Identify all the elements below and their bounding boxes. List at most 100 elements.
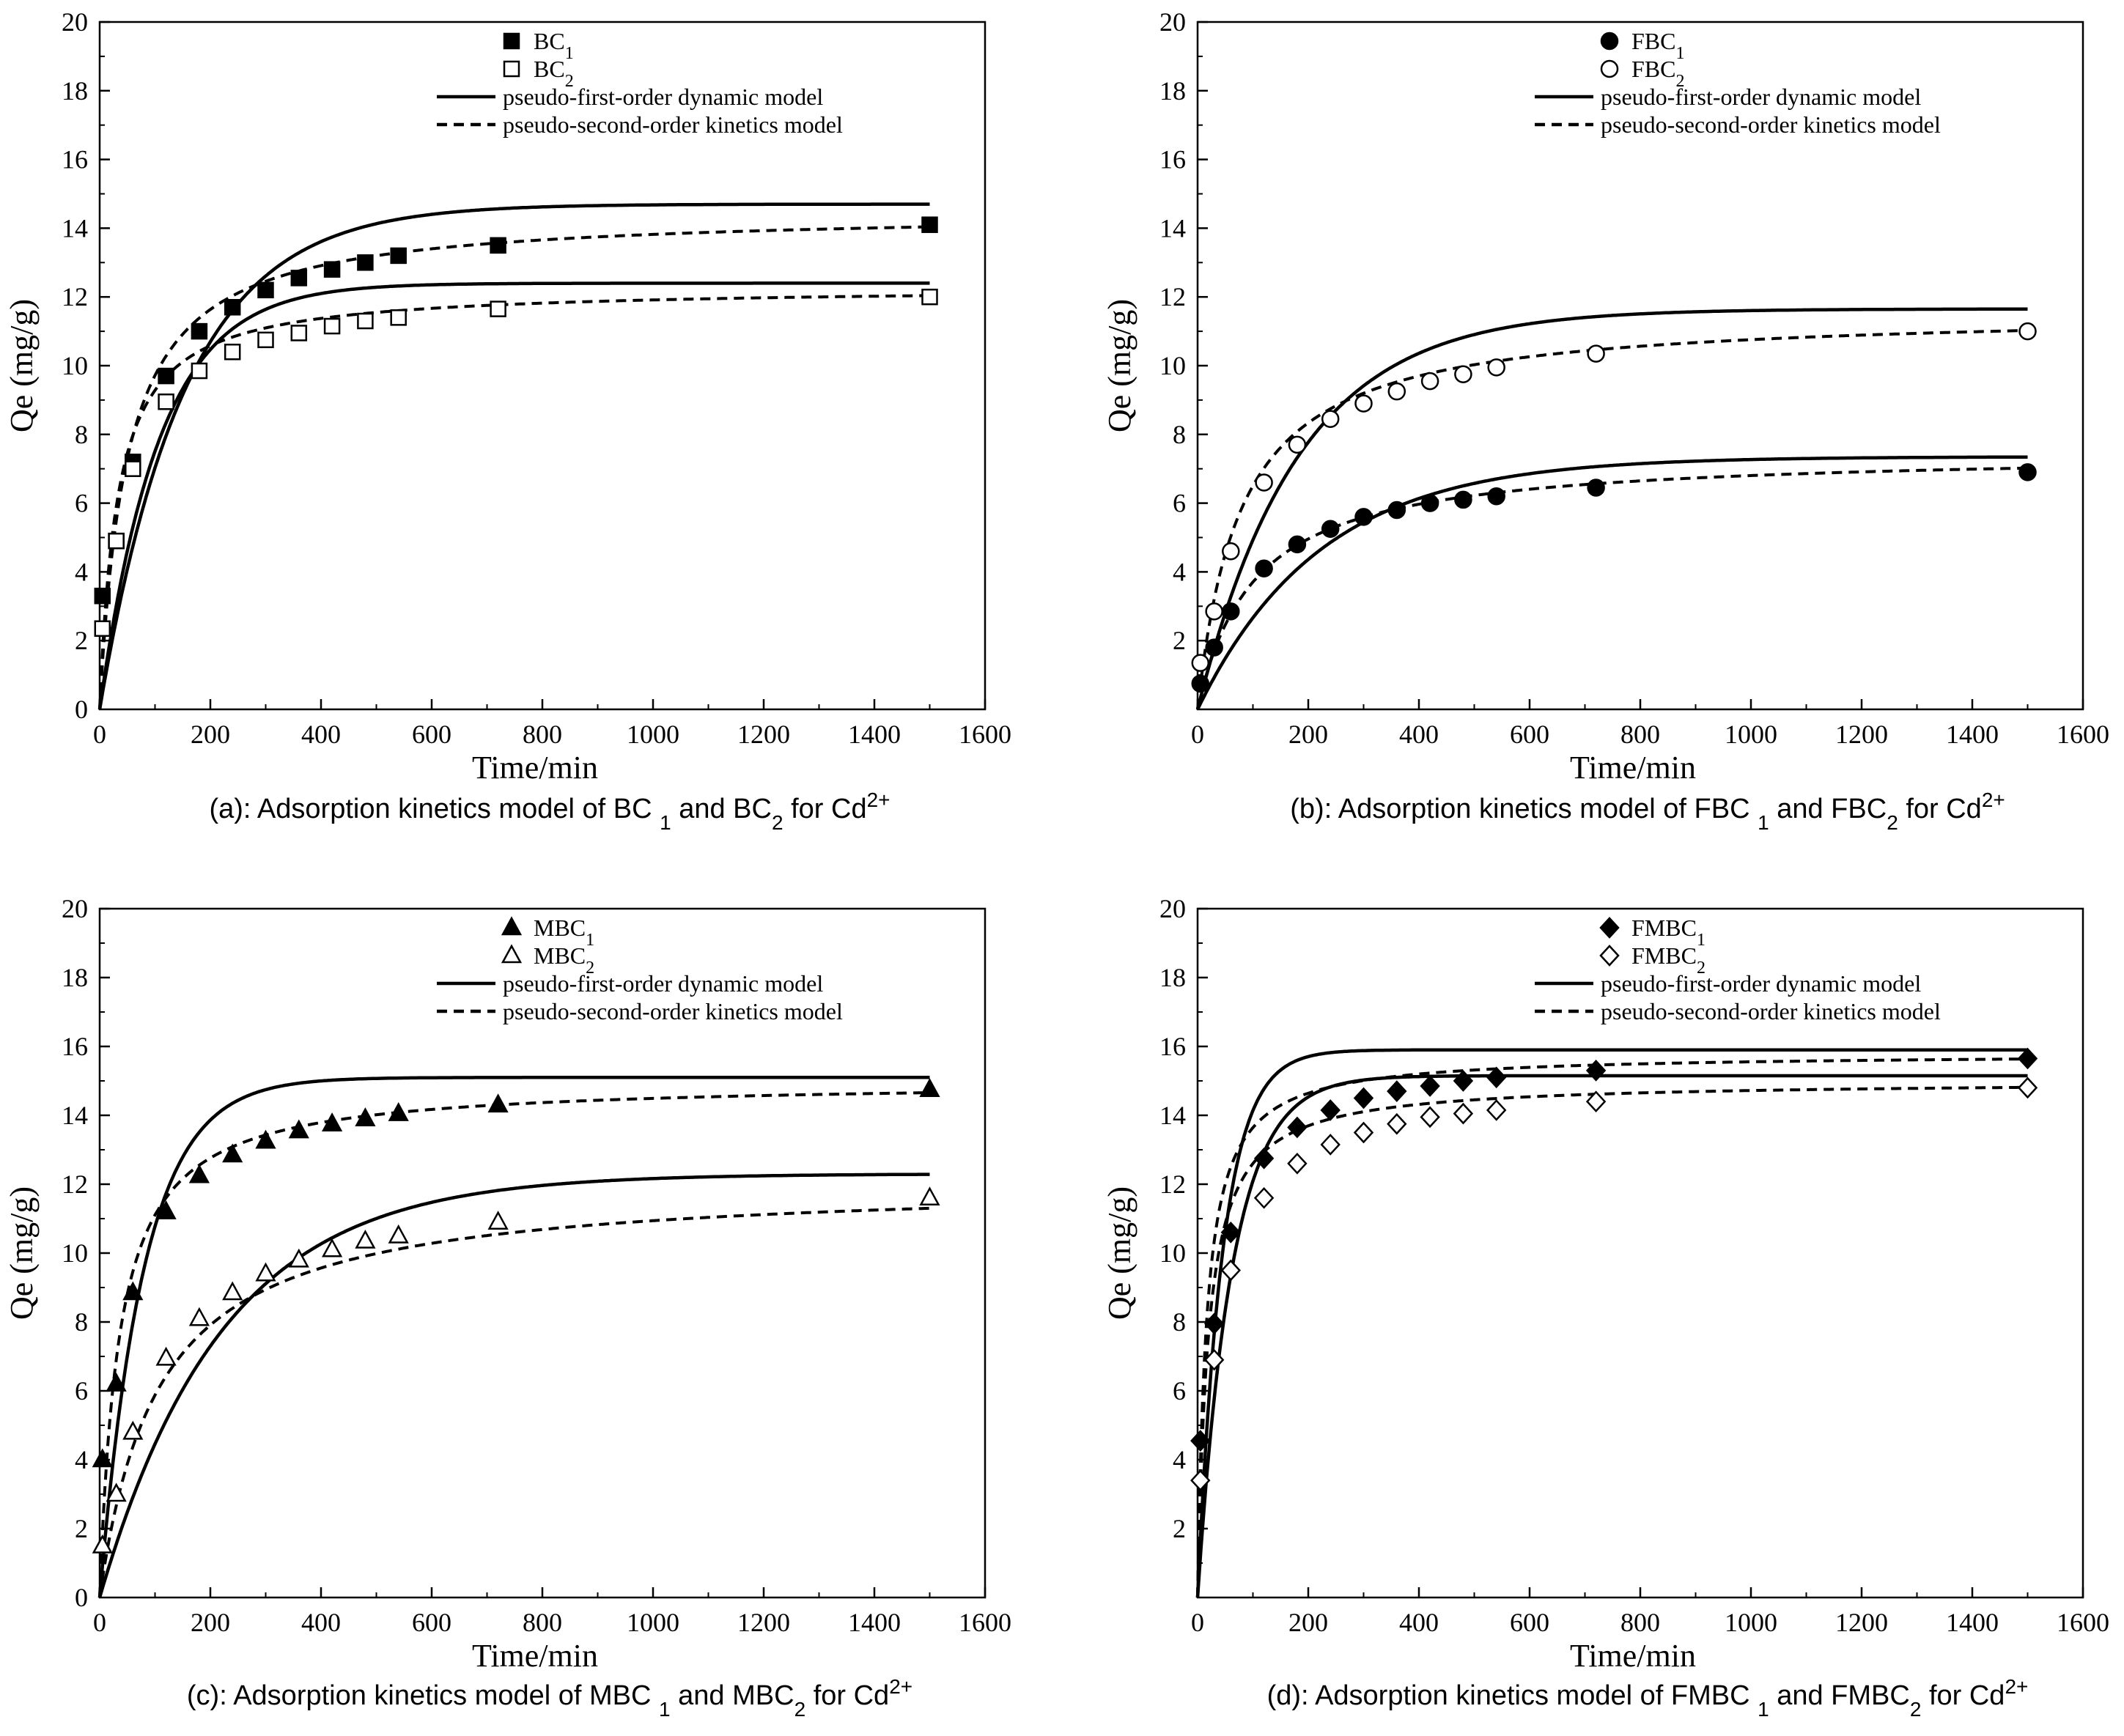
data-point-FBC1	[1387, 501, 1406, 520]
x-axis-label: Time/min	[472, 1638, 598, 1674]
y-tick-label: 16	[62, 145, 88, 174]
x-tick-label: 1200	[737, 720, 790, 749]
y-tick-label: 2	[1173, 626, 1186, 655]
data-point-BC2	[390, 309, 407, 326]
data-point-FBC1	[2018, 463, 2037, 481]
y-tick-label: 4	[1173, 557, 1186, 586]
data-point-FBC2	[1354, 394, 1373, 413]
x-tick-label: 1000	[627, 720, 679, 749]
data-point-BC2	[257, 331, 274, 349]
legend-marker	[1599, 917, 1620, 939]
x-tick-label: 200	[1288, 1608, 1328, 1637]
y-tick-label: 20	[1159, 894, 1186, 923]
pfo-model-line-FBC1	[1195, 455, 2028, 711]
data-point-FBC1	[1288, 535, 1307, 554]
y-tick-label: 6	[75, 489, 88, 518]
x-tick-label: 800	[523, 720, 562, 749]
y-tick-label: 18	[1159, 963, 1186, 992]
y-tick-label-zero: 0	[75, 695, 88, 724]
y-axis-label: Qe (mg/g)	[1102, 299, 1137, 432]
pfo-model-line-BC2	[97, 281, 930, 710]
data-point-MBC2	[155, 1346, 177, 1366]
figure-caption: (b): Adsorption kinetics model of FBC 1 …	[1290, 788, 2005, 834]
data-point-BC2	[158, 393, 174, 410]
y-tick-label: 20	[62, 7, 88, 37]
data-point-MBC2	[122, 1420, 144, 1440]
data-point-FMBC2	[1453, 1102, 1474, 1125]
data-point-BC2	[921, 288, 938, 306]
data-point-BC1	[357, 254, 374, 271]
x-tick-label: 0	[1191, 720, 1204, 749]
legend-label: pseudo-first-order dynamic model	[503, 84, 823, 110]
legend-label: pseudo-second-order kinetics model	[1601, 111, 1941, 138]
x-tick-label: 600	[1510, 1608, 1549, 1637]
data-point-FMBC1	[1387, 1080, 1407, 1102]
x-tick-label: 400	[1399, 720, 1439, 749]
data-point-BC1	[921, 216, 938, 233]
data-point-MBC1	[355, 1107, 376, 1126]
data-point-FMBC2	[1353, 1121, 1374, 1144]
data-point-FBC2	[1420, 372, 1439, 391]
pso-model-line-FBC2	[1196, 329, 2028, 710]
legend-marker	[1600, 59, 1619, 78]
data-point-BC1	[224, 299, 241, 316]
data-point-FBC1	[1255, 559, 1273, 577]
x-axis-label: Time/min	[472, 750, 598, 786]
data-point-FMBC2	[1220, 1259, 1242, 1282]
x-axis-label: Time/min	[1570, 750, 1696, 786]
data-point-FMBC2	[1190, 1469, 1211, 1492]
data-point-BC1	[158, 367, 174, 385]
y-tick-label: 12	[1159, 1170, 1186, 1199]
pfo-model-line-FMBC1	[1195, 1048, 2028, 1598]
data-point-MBC1	[388, 1102, 409, 1121]
data-point-BC2	[490, 300, 506, 317]
pso-model-line-FMBC2	[1196, 1085, 2028, 1598]
data-point-FBC2	[2018, 322, 2037, 341]
x-tick-label: 1600	[2057, 720, 2109, 749]
data-point-FMBC2	[1320, 1134, 1341, 1156]
legend-label: pseudo-second-order kinetics model	[503, 111, 843, 138]
y-tick-label: 16	[62, 1032, 88, 1061]
y-tick-label: 8	[1173, 1307, 1186, 1337]
data-point-MBC2	[92, 1534, 113, 1554]
pfo-model-line-MBC2	[97, 1172, 930, 1598]
panel-b: 0 200 400 600 800 1000 1200 1400 1600 2 4 6 8 10 12 14 1…	[1102, 7, 2109, 834]
y-tick-label: 12	[62, 1170, 88, 1199]
data-point-FMBC1	[1190, 1430, 1211, 1452]
data-point-MBC2	[222, 1281, 243, 1301]
legend-label: pseudo-second-order kinetics model	[503, 998, 843, 1024]
data-point-MBC2	[487, 1211, 509, 1230]
data-point-FMBC1	[1420, 1075, 1440, 1097]
y-tick-label: 14	[62, 1101, 88, 1130]
legend-marker	[1600, 32, 1619, 51]
x-tick-label: 600	[1510, 720, 1549, 749]
data-point-BC1	[94, 587, 111, 605]
data-point-MBC1	[188, 1164, 210, 1183]
x-tick-label: 400	[301, 720, 341, 749]
pso-model-line-BC1	[98, 225, 930, 710]
x-tick-label: 600	[412, 1608, 451, 1637]
data-point-FMBC1	[1320, 1099, 1341, 1121]
data-point-FMBC2	[1203, 1348, 1225, 1371]
data-point-FMBC1	[1585, 1060, 1607, 1082]
data-point-MBC2	[388, 1224, 409, 1244]
data-point-MBC2	[355, 1229, 376, 1249]
data-point-FBC1	[1205, 638, 1223, 657]
legend-marker	[503, 32, 520, 50]
y-axis-label: Qe (mg/g)	[1102, 1186, 1137, 1320]
y-axis-label: Qe (mg/g)	[4, 1186, 40, 1320]
x-tick-label: 200	[1288, 720, 1328, 749]
data-point-FBC2	[1255, 473, 1273, 492]
data-point-BC1	[290, 270, 308, 287]
y-tick-label: 18	[1159, 76, 1186, 106]
data-point-FMBC1	[2017, 1047, 2038, 1070]
x-tick-label: 1400	[848, 720, 901, 749]
data-point-MBC1	[321, 1112, 343, 1131]
y-tick-label: 6	[1173, 1376, 1186, 1406]
x-tick-label: 1000	[627, 1608, 679, 1637]
x-tick-label: 1400	[1946, 720, 1999, 749]
data-point-MBC1	[919, 1078, 940, 1097]
x-tick-label: 400	[1399, 1608, 1439, 1637]
data-point-FBC2	[1487, 358, 1505, 377]
data-point-FMBC1	[1353, 1087, 1374, 1109]
